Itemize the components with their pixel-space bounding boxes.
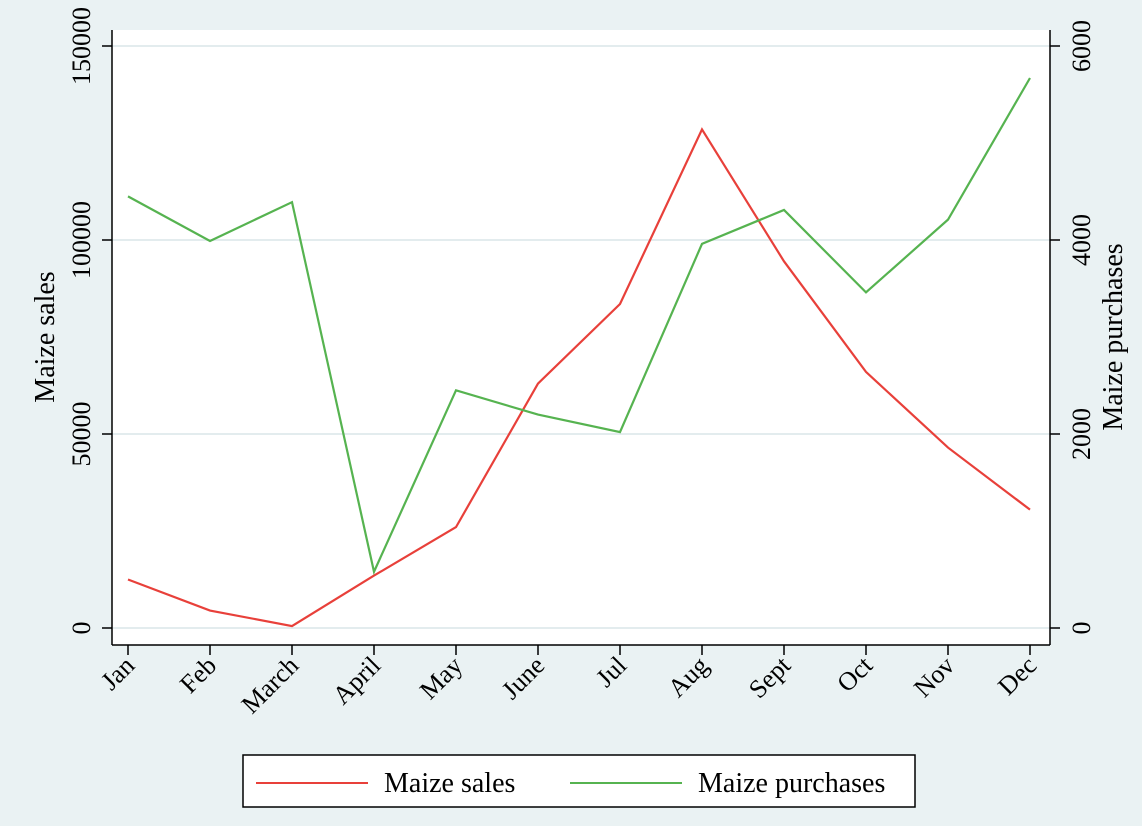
y-right-tick-label: 0	[1067, 622, 1096, 635]
y-left-tick-label: 100000	[67, 201, 96, 279]
x-tick-label: Jul	[590, 651, 632, 693]
legend: Maize sales Maize purchases	[243, 755, 915, 807]
x-tick-label: May	[414, 651, 468, 705]
plot-area	[112, 30, 1050, 645]
y-left-tick-label: 150000	[67, 7, 96, 85]
x-tick-label: Jan	[95, 651, 140, 696]
y-right-tick-label: 4000	[1067, 214, 1096, 266]
y-right-tick-label: 6000	[1067, 20, 1096, 72]
y-right-tick-label: 2000	[1067, 408, 1096, 460]
y-axis-right-title: Maize purchases	[1098, 243, 1129, 430]
y-left-tick-label: 50000	[67, 402, 96, 467]
y-axis-left-title: Maize sales	[30, 271, 61, 402]
legend-label-maize-sales: Maize sales	[384, 768, 515, 799]
x-tick-label: March	[236, 651, 304, 719]
x-tick-label: Sept	[743, 650, 797, 704]
x-tick-label: Dec	[992, 651, 1042, 701]
legend-label-maize-purchases: Maize purchases	[698, 768, 885, 799]
x-tick-label: Oct	[831, 650, 879, 698]
y-left-tick-label: 0	[67, 622, 96, 635]
x-tick-label: June	[496, 651, 550, 705]
x-tick-label: Aug	[662, 651, 714, 703]
x-tick-label: Nov	[908, 651, 960, 703]
x-tick-label: Feb	[174, 651, 222, 699]
x-tick-label: April	[327, 651, 386, 710]
